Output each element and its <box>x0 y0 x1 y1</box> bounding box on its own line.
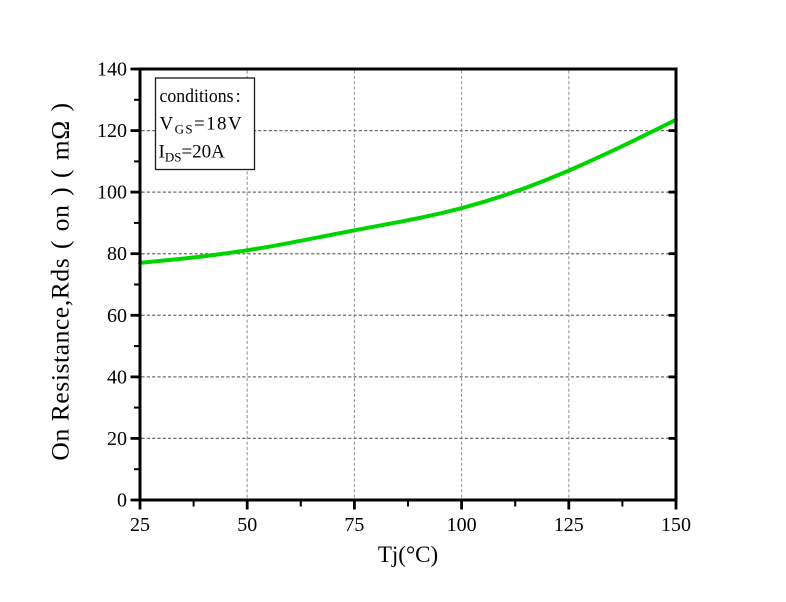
svg-text:40: 40 <box>107 366 127 388</box>
svg-text:80: 80 <box>107 243 127 265</box>
svg-text:140: 140 <box>97 59 127 81</box>
svg-text:125: 125 <box>554 514 584 536</box>
svg-text:100: 100 <box>447 514 477 536</box>
svg-text:50: 50 <box>237 514 257 536</box>
svg-text:75: 75 <box>344 514 364 536</box>
svg-text:0: 0 <box>117 490 127 512</box>
svg-text:VGS=18V: VGS=18V <box>160 114 244 137</box>
svg-text:150: 150 <box>661 514 691 536</box>
svg-text:20: 20 <box>107 428 127 450</box>
svg-text:60: 60 <box>107 305 127 327</box>
svg-text:Tj(°C): Tj(°C) <box>378 542 438 567</box>
svg-text:conditions: conditions <box>160 86 234 107</box>
svg-text:100: 100 <box>97 182 127 204</box>
svg-text:On Resistance,Rds(on)(mΩ): On Resistance,Rds(on)(mΩ) <box>46 102 75 460</box>
svg-text:25: 25 <box>130 514 150 536</box>
svg-text:120: 120 <box>97 120 127 142</box>
svg-text:IDS=20A: IDS=20A <box>159 142 226 165</box>
svg-text::: : <box>236 86 241 107</box>
